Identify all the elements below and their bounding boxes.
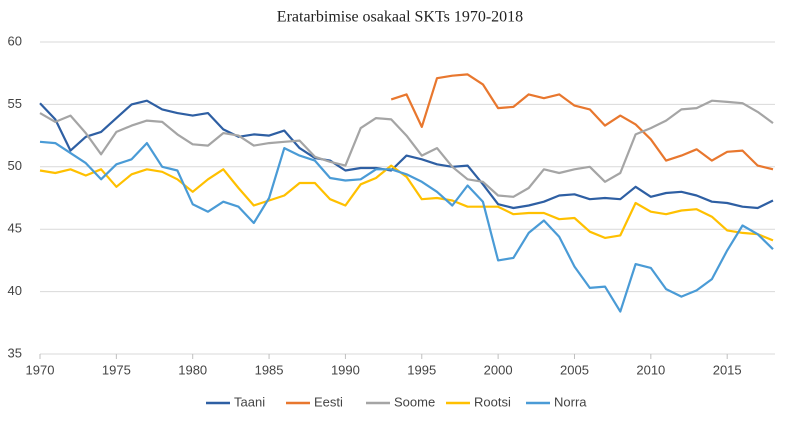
chart-title: Eratarbimise osakaal SKTs 1970-2018 bbox=[277, 9, 523, 26]
y-tick-label: 60 bbox=[8, 33, 22, 48]
x-tick-label: 1975 bbox=[102, 362, 131, 377]
legend-label: Rootsi bbox=[474, 394, 511, 409]
x-tick-label: 2005 bbox=[560, 362, 589, 377]
x-tick-label: 2010 bbox=[636, 362, 665, 377]
x-tick-label: 1990 bbox=[331, 362, 360, 377]
x-tick-label: 2000 bbox=[484, 362, 513, 377]
y-tick-label: 40 bbox=[8, 283, 22, 298]
y-tick-label: 55 bbox=[8, 96, 22, 111]
series-line bbox=[39, 99, 774, 210]
series-line bbox=[39, 99, 774, 198]
series-line bbox=[39, 164, 774, 242]
series-line bbox=[39, 140, 774, 313]
x-tick-label: 1995 bbox=[407, 362, 436, 377]
legend-label: Taani bbox=[234, 394, 265, 409]
x-tick-label: 2015 bbox=[713, 362, 742, 377]
x-tick-label: 1970 bbox=[26, 362, 55, 377]
y-tick-label: 45 bbox=[8, 221, 22, 236]
x-tick-label: 1985 bbox=[255, 362, 284, 377]
legend-label: Eesti bbox=[314, 394, 343, 409]
series-line bbox=[390, 73, 774, 171]
legend-label: Norra bbox=[554, 394, 587, 409]
x-tick-label: 1980 bbox=[178, 362, 207, 377]
y-tick-label: 50 bbox=[8, 158, 22, 173]
legend-label: Soome bbox=[394, 394, 435, 409]
y-tick-label: 35 bbox=[8, 345, 22, 360]
